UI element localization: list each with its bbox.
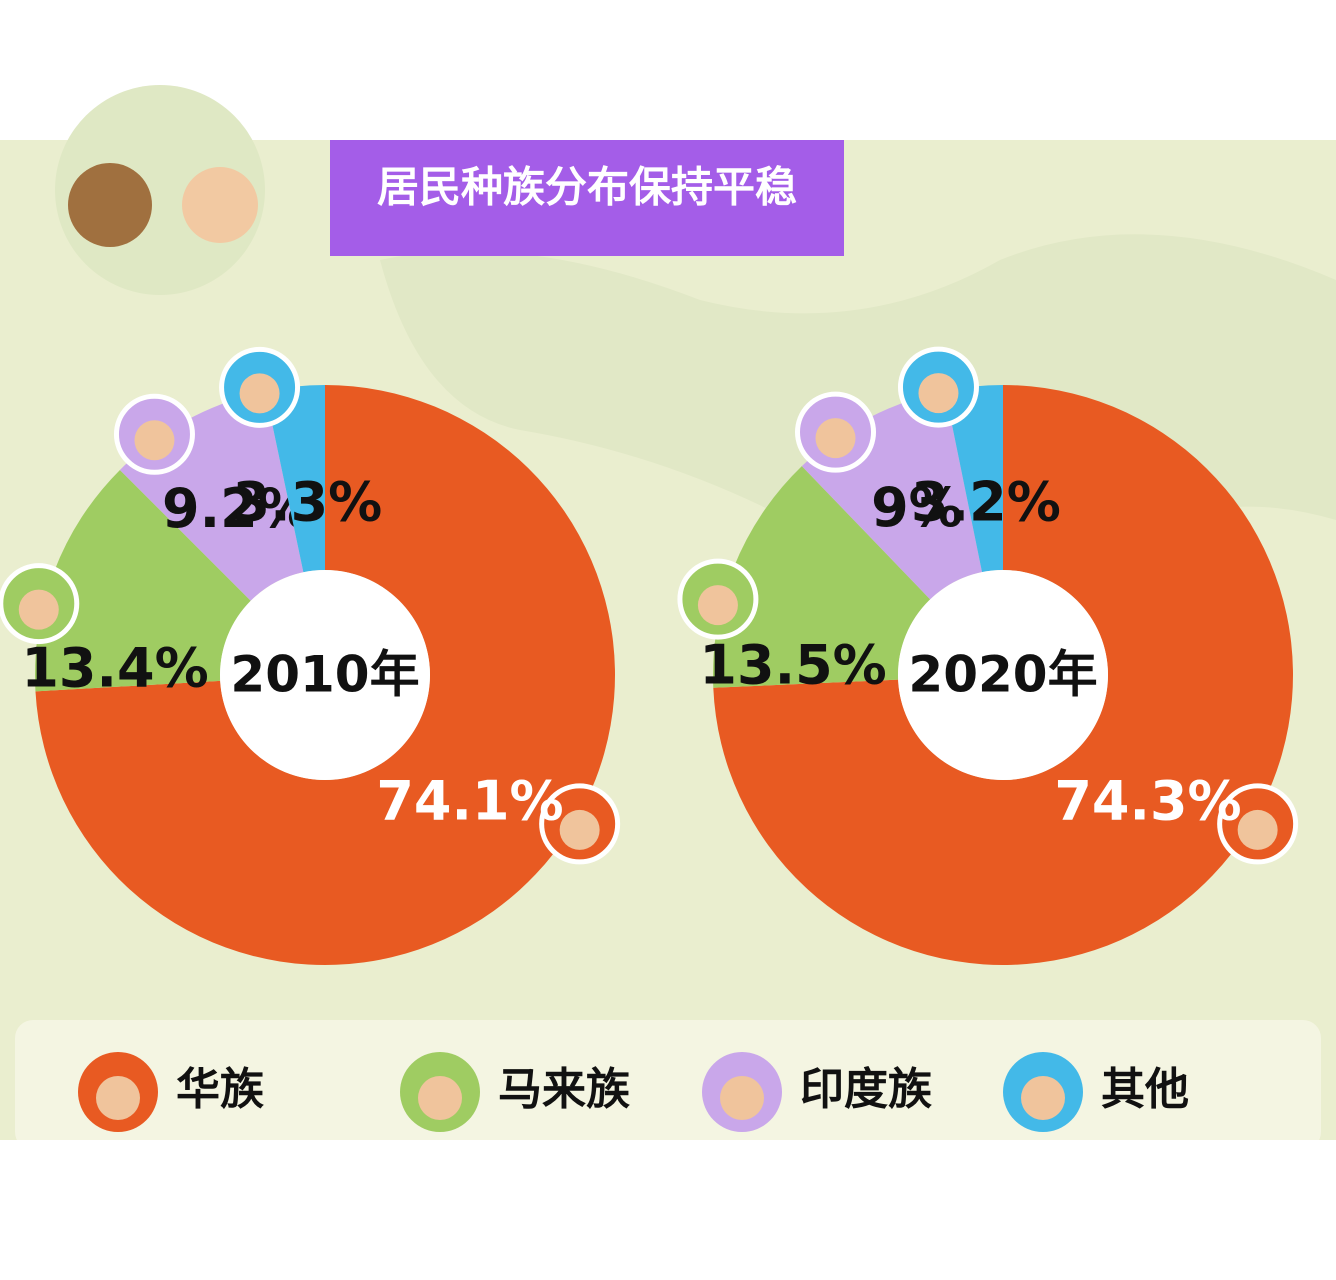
pie-slice: [35, 469, 251, 692]
pie-slice: [713, 466, 931, 688]
center-label: 2020年: [908, 646, 1097, 704]
donut-hole: [220, 570, 430, 780]
legend-label: 华族: [176, 1064, 264, 1115]
pie-slice: [713, 385, 1293, 965]
value-label: 3.2%: [911, 470, 1061, 533]
slice-avatar-face: [559, 809, 600, 850]
value-label: 13.4%: [21, 637, 208, 700]
slice-avatar-face: [18, 589, 59, 630]
value-label: 74.3%: [1054, 770, 1241, 833]
slice-avatar-face: [815, 418, 856, 459]
legend-label: 印度族: [800, 1064, 932, 1115]
title-box: [330, 140, 844, 256]
slice-avatar-face: [1237, 809, 1278, 850]
legend-label: 其他: [1101, 1064, 1189, 1115]
value-label: 13.5%: [699, 633, 886, 696]
value-label: 3.3%: [233, 471, 383, 534]
donut-hole: [898, 570, 1108, 780]
chart-title: 居民种族分布保持平稳: [377, 163, 797, 212]
pie-slice: [265, 385, 325, 573]
avatar-decoration: [68, 163, 152, 247]
pie-slice: [945, 385, 1003, 573]
slice-avatar-face: [134, 420, 175, 461]
legend-label: 马来族: [498, 1064, 630, 1115]
legend-avatar-face: [1021, 1076, 1065, 1120]
legend-avatar-face: [720, 1076, 764, 1120]
center-label: 2010年: [230, 646, 419, 704]
legend-avatar-face: [96, 1076, 140, 1120]
pie-slice: [35, 385, 615, 965]
value-label: 74.1%: [376, 770, 563, 833]
bottom-margin: [0, 1140, 1336, 1280]
avatar-decoration: [182, 167, 258, 243]
slice-avatar-face: [239, 373, 280, 414]
legend-box: [15, 1020, 1321, 1150]
value-label: 9%: [871, 476, 963, 539]
slice-avatar-face: [697, 585, 738, 626]
slice-avatar-face: [918, 373, 959, 414]
legend-avatar-face: [418, 1076, 462, 1120]
